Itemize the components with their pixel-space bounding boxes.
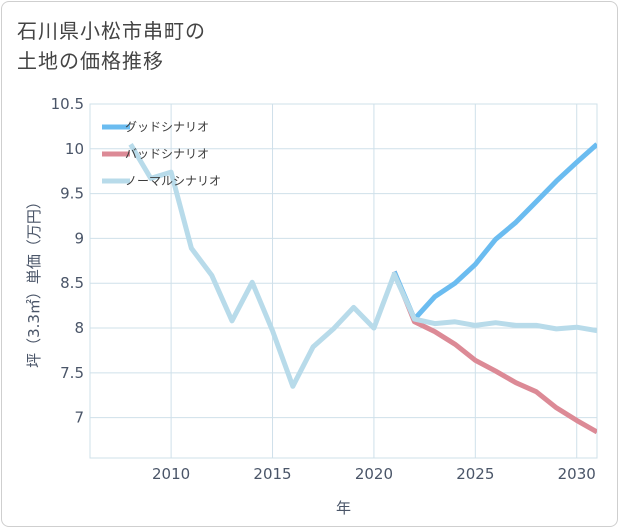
series-line-good (391, 142, 597, 322)
y-tick-label: 7 (74, 409, 84, 427)
y-tick-label: 10.5 (51, 95, 84, 113)
y-tick-label: 9.5 (60, 185, 84, 203)
series-line-normal (128, 143, 597, 389)
x-tick-label: 2010 (152, 465, 190, 483)
x-tick-label: 2025 (456, 465, 494, 483)
y-tick-label: 9 (74, 229, 84, 247)
y-tick-label: 7.5 (60, 364, 84, 382)
tick-labels: 7 7.5 8 8.5 9 9.5 10 10.5 2010 2015 2020 2025 2030 (51, 95, 596, 483)
x-tick-label: 2020 (355, 465, 393, 483)
title-line-1: 石川県小松市串町の (17, 19, 206, 43)
legend-label-normal: ノーマルシナリオ (125, 174, 221, 188)
y-axis-title: 坪（3.3㎡）単価（万円） (25, 194, 43, 368)
plot-area (89, 103, 598, 459)
page-title: 石川県小松市串町の 土地の価格推移 (17, 16, 206, 76)
x-axis-title: 年 (336, 499, 351, 517)
x-tick-label: 2030 (558, 465, 596, 483)
x-tick-label: 2015 (253, 465, 291, 483)
legend-label-good: グッドシナリオ (125, 120, 209, 134)
title-line-2: 土地の価格推移 (17, 49, 164, 73)
y-tick-label: 8 (74, 319, 84, 337)
series-layer (128, 142, 597, 435)
legend-label-bad: バッドシナリオ (125, 147, 209, 161)
y-tick-label: 8.5 (60, 274, 84, 292)
y-tick-label: 10 (65, 140, 84, 158)
grid (89, 103, 598, 459)
series-line-bad (391, 270, 597, 435)
